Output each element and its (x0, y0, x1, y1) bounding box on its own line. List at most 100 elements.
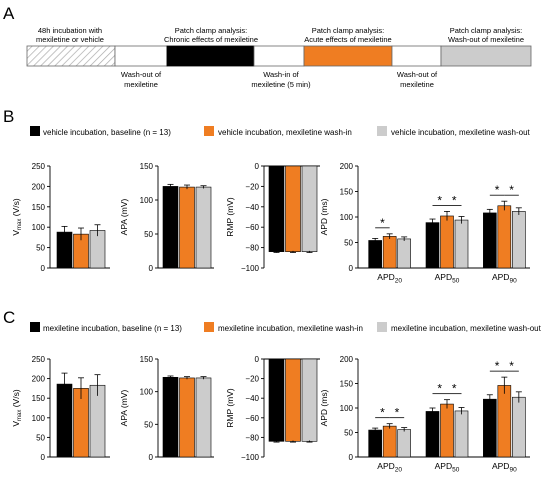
chart-c-2-bar (195, 377, 212, 458)
chart-c-3-bar (268, 358, 285, 442)
chart-c-1-ytick-label: 50 (36, 433, 45, 442)
chart-b-4-ytick-label: 150 (340, 188, 354, 197)
legend-label-b-washout: vehicle incubation, mexiletine wash-out (391, 128, 531, 137)
chart-c-4-xtick-label: APD50 (435, 461, 460, 474)
chart-c-2-bar (179, 377, 195, 458)
chart-c-4-bar (497, 385, 512, 458)
chart-c-2-ytick-label: 50 (144, 420, 153, 429)
chart-c-3-ylabel: RMP (mV) (225, 388, 235, 428)
chart-b-1-ytick-label: 150 (32, 203, 46, 212)
chart-b-2-bar (179, 186, 195, 269)
legend-swatch-b-baseline (30, 126, 40, 136)
chart-b-4-xtick-label: APD50 (435, 272, 460, 285)
chart-c-4-bar (382, 425, 397, 458)
chart-c-4-ylabel: APD (ms) (319, 389, 329, 426)
chart-b-4-bar (368, 240, 382, 269)
chart-c-1-ytick-label: 200 (32, 375, 46, 384)
chart-b-1-ytick-label: 50 (36, 244, 45, 253)
timeline-label-washin-1: Wash-in of (263, 70, 299, 79)
timeline-box-washout-phase (440, 45, 532, 67)
chart-b-4-sig-star: * (437, 193, 442, 207)
legend-label-c-washin: mexiletine incubation, mexiletine wash-i… (218, 324, 363, 333)
chart-c-4-ytick-label: 150 (340, 380, 354, 389)
chart-b-2-bar (195, 186, 212, 269)
chart-b-4-ytick-label: 100 (340, 213, 354, 222)
chart-b-4-ytick-label: 0 (349, 264, 354, 273)
legend-label-c-washout: mexiletine incubation, mexiletine wash-o… (391, 324, 542, 333)
panel-b-letter: B (3, 107, 14, 126)
timeline-label-incubation-1: 48h incubation with (38, 26, 102, 35)
chart-c-2-ylabel: APA (mV) (119, 389, 129, 426)
legend-swatch-c-baseline (30, 322, 40, 332)
chart-b-4-bar (512, 211, 526, 269)
chart-c-4-ytick-label: 200 (340, 355, 354, 364)
chart-b-3-ylabel: RMP (mV) (225, 197, 235, 237)
chart-c-4: 0 50 100 150 200 APD (ms) APD20 APD50 APD90 * * * * *… (319, 355, 530, 474)
legend-label-c-baseline: mexiletine incubation, baseline (n = 13) (43, 324, 182, 333)
chart-b-3: 0 −20 −40 −60 −80 −100 RMP (mV) (225, 162, 320, 273)
chart-b-2-ytick-label: 100 (140, 196, 154, 205)
timeline-label-washout-a-1: Wash-out of (121, 70, 162, 79)
chart-c-4-bar (397, 429, 411, 458)
legend-swatch-c-washout (377, 322, 387, 332)
legend-swatch-c-washin (204, 322, 214, 332)
chart-b-4-sig-star: * (495, 183, 500, 197)
chart-b-3-bar (268, 165, 285, 252)
timeline-label-chronic-2: Chronic effects of mexiletine (164, 35, 258, 44)
chart-c-3-bar (301, 358, 318, 442)
chart-b-4-xtick-label: APD20 (377, 272, 402, 285)
chart-b-4-xtick-label: APD90 (492, 272, 517, 285)
chart-b-2-ytick-label: 150 (140, 162, 154, 171)
chart-c-1-ytick-label: 100 (32, 414, 46, 423)
timeline-box-chronic (166, 45, 255, 67)
chart-b-1-ytick-label: 250 (32, 162, 46, 171)
chart-b-4: 0 50 100 150 200 APD (ms) APD20 APD50 APD90 * * * * * (319, 162, 530, 285)
chart-b-2-bar (162, 186, 179, 269)
timeline-label-acute-2: Acute effects of mexiletine (304, 35, 391, 44)
timeline-label-washout-b-2: mexiletine (400, 80, 434, 89)
chart-b-3-bar (301, 165, 318, 252)
chart-b-3-bar (285, 165, 301, 252)
timeline-label-washout-1: Patch clamp analysis: (450, 26, 523, 35)
chart-c-4-sig-star: * (437, 382, 442, 396)
charts: 0 50 100 150 200 250 Vmax (V/s) 0 50 100 150 APA (m… (11, 162, 530, 474)
chart-c-3-ytick-label: −100 (241, 453, 260, 462)
chart-c-2: 0 50 100 150 APA (mV) (119, 355, 214, 462)
chart-b-4-ytick-label: 200 (340, 162, 354, 171)
chart-c-4-bar (512, 396, 526, 458)
chart-c-1: 0 50 100 150 200 250 Vmax (V/s) (11, 355, 110, 462)
chart-c-4-bar (425, 411, 440, 458)
chart-c-1-ytick-label: 150 (32, 394, 46, 403)
chart-b-2-ylabel: APA (mV) (119, 198, 129, 235)
chart-b-1-ytick-label: 100 (32, 223, 46, 232)
chart-b-4-bar (397, 238, 411, 269)
chart-c-2-bar (162, 376, 179, 458)
chart-c-4-sig-star: * (395, 406, 400, 420)
chart-c-4-sig-star: * (380, 406, 385, 420)
chart-b-4-bar (425, 222, 440, 269)
chart-b-2-ytick-label: 0 (149, 264, 154, 273)
legend-swatch-b-washin (204, 126, 214, 136)
timeline-label-washout-2: Wash-out of mexiletine (448, 35, 524, 44)
chart-c-4-bar (454, 410, 469, 458)
chart-b-4-ytick-label: 50 (344, 239, 353, 248)
chart-c-3-bar (285, 358, 301, 442)
chart-c-1-ylabel: Vmax (V/s) (11, 389, 23, 426)
chart-b-4-sig-star: * (452, 193, 457, 207)
chart-b-1-ytick-label: 200 (32, 182, 46, 191)
chart-b-3-ytick-label: −60 (245, 223, 259, 232)
chart-c-2-ytick-label: 150 (140, 355, 154, 364)
chart-b-1-ytick-label: 0 (41, 264, 46, 273)
chart-b-3-ytick-label: −100 (241, 264, 260, 273)
timeline-label-chronic-1: Patch clamp analysis: (175, 26, 248, 35)
chart-c-4-ytick-label: 0 (349, 453, 354, 462)
chart-b-2: 0 50 100 150 APA (mV) (119, 162, 214, 273)
timeline-box-washout-1 (114, 45, 168, 67)
panel-c-letter: C (3, 308, 15, 327)
panel-b-header: B vehicle incubation, baseline (n = 13) … (3, 107, 531, 137)
chart-c-4-bar (368, 429, 382, 458)
chart-c-4-bar (483, 398, 497, 458)
chart-c-1-ytick-label: 0 (41, 453, 46, 462)
chart-b-4-ylabel: APD (ms) (319, 198, 329, 235)
